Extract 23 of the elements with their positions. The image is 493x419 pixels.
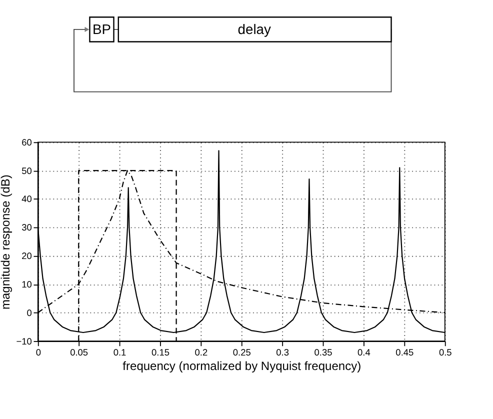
text: delay <box>238 21 271 38</box>
x-tick-label: 0.45 <box>396 347 414 358</box>
x-tick-label: 0.1 <box>113 347 126 358</box>
x-tick-label: 0.5 <box>438 347 452 358</box>
y-tick-label: 0 <box>26 308 32 318</box>
x-tick-label: 0.4 <box>358 347 370 358</box>
x-tick-label: 0.05 <box>70 347 88 358</box>
y-tick-label: 60 <box>22 137 32 148</box>
y-axis-title: magnitude response (dB) <box>0 174 13 310</box>
x-axis-title: frequency (normalized by Nyquist frequency) <box>122 359 362 374</box>
y-tick-label: 30 <box>22 222 32 233</box>
y-tick-label: 50 <box>22 166 32 176</box>
y-tick-label: −10 <box>16 336 32 346</box>
y-tick-label: 20 <box>22 251 32 262</box>
x-tick-label: 0.25 <box>232 347 251 358</box>
x-tick-label: 0.15 <box>151 347 170 358</box>
x-tick-label: 0 <box>36 347 41 358</box>
y-tick-label: 10 <box>22 279 32 290</box>
text: BP <box>92 21 111 38</box>
y-tick-label: 40 <box>22 194 32 204</box>
x-tick-label: 0.35 <box>314 347 332 358</box>
x-tick-label: 0.2 <box>194 347 208 358</box>
x-tick-label: 0.3 <box>276 347 289 358</box>
